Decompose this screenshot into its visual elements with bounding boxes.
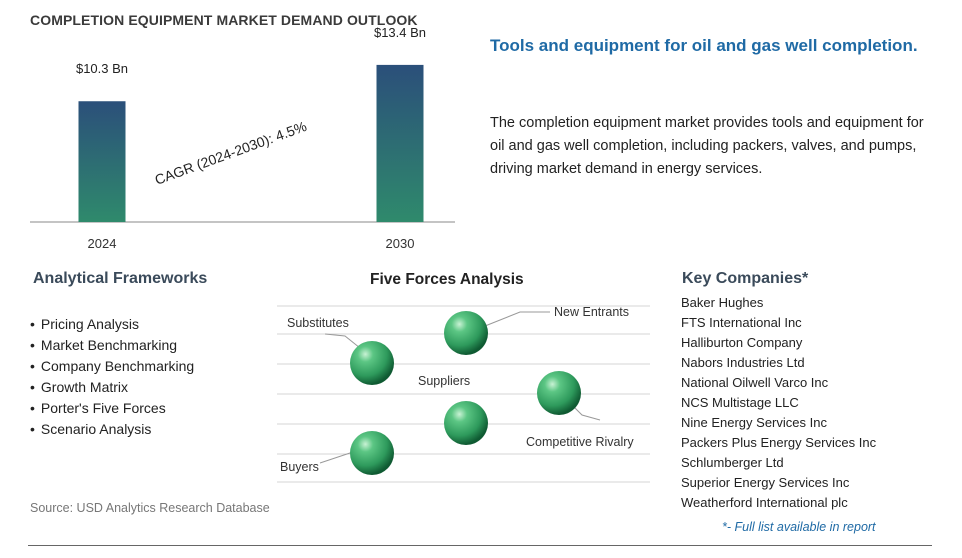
frameworks-title: Analytical Frameworks <box>33 270 208 287</box>
label-new-entrants: New Entrants <box>554 305 629 319</box>
framework-item: Company Benchmarking <box>30 356 194 377</box>
company-item: Superior Energy Services Inc <box>681 475 850 490</box>
five-forces-diagram: Substitutes New Entrants Suppliers Compe… <box>277 305 650 483</box>
company-item: Baker Hughes <box>681 295 764 310</box>
headline: Tools and equipment for oil and gas well… <box>490 36 918 55</box>
company-item: Packers Plus Energy Services Inc <box>681 435 877 450</box>
chart-title: COMPLETION EQUIPMENT MARKET DEMAND OUTLO… <box>30 12 418 28</box>
framework-item: Pricing Analysis <box>30 314 194 335</box>
description: The completion equipment market provides… <box>490 115 924 177</box>
company-item: Schlumberger Ltd <box>681 455 784 470</box>
company-item: Nine Energy Services Inc <box>681 415 827 430</box>
category-label-2030: 2030 <box>386 236 415 251</box>
framework-item: Porter's Five Forces <box>30 398 194 419</box>
sphere-new-entrants <box>444 311 488 355</box>
frameworks-list: Pricing Analysis Market Benchmarking Com… <box>30 314 194 440</box>
category-label-2024: 2024 <box>88 236 117 251</box>
companies-list: Baker Hughes FTS International Inc Halli… <box>681 293 876 513</box>
company-item: Halliburton Company <box>681 335 803 350</box>
connector-substitutes <box>324 333 361 349</box>
company-item: Nabors Industries Ltd <box>681 355 805 370</box>
company-item: FTS International Inc <box>681 315 802 330</box>
label-suppliers: Suppliers <box>418 374 470 388</box>
companies-title: Key Companies* <box>682 270 809 287</box>
value-label-2024: $10.3 Bn <box>76 61 128 76</box>
sphere-substitutes <box>350 341 394 385</box>
companies-footnote: *- Full list available in report <box>722 520 876 534</box>
framework-item: Growth Matrix <box>30 377 194 398</box>
bar-2024 <box>78 101 126 222</box>
label-competitive-rivalry: Competitive Rivalry <box>526 435 634 449</box>
value-label-2030: $13.4 Bn <box>374 25 426 40</box>
label-buyers: Buyers <box>280 460 319 474</box>
sphere-suppliers <box>444 401 488 445</box>
framework-item: Scenario Analysis <box>30 419 194 440</box>
company-item: NCS Multistage LLC <box>681 395 799 410</box>
bottom-divider <box>28 545 932 546</box>
company-item: National Oilwell Varco Inc <box>681 375 829 390</box>
sphere-buyers <box>350 431 394 475</box>
sphere-rivalry <box>537 371 581 415</box>
bar-2030 <box>376 64 424 223</box>
framework-item: Market Benchmarking <box>30 335 194 356</box>
connector-new-entrants <box>469 311 550 333</box>
five-forces-title: Five Forces Analysis <box>370 271 524 288</box>
company-item: Weatherford International plc <box>681 495 848 510</box>
label-substitutes: Substitutes <box>287 316 349 330</box>
source-note: Source: USD Analytics Research Database <box>30 501 270 515</box>
